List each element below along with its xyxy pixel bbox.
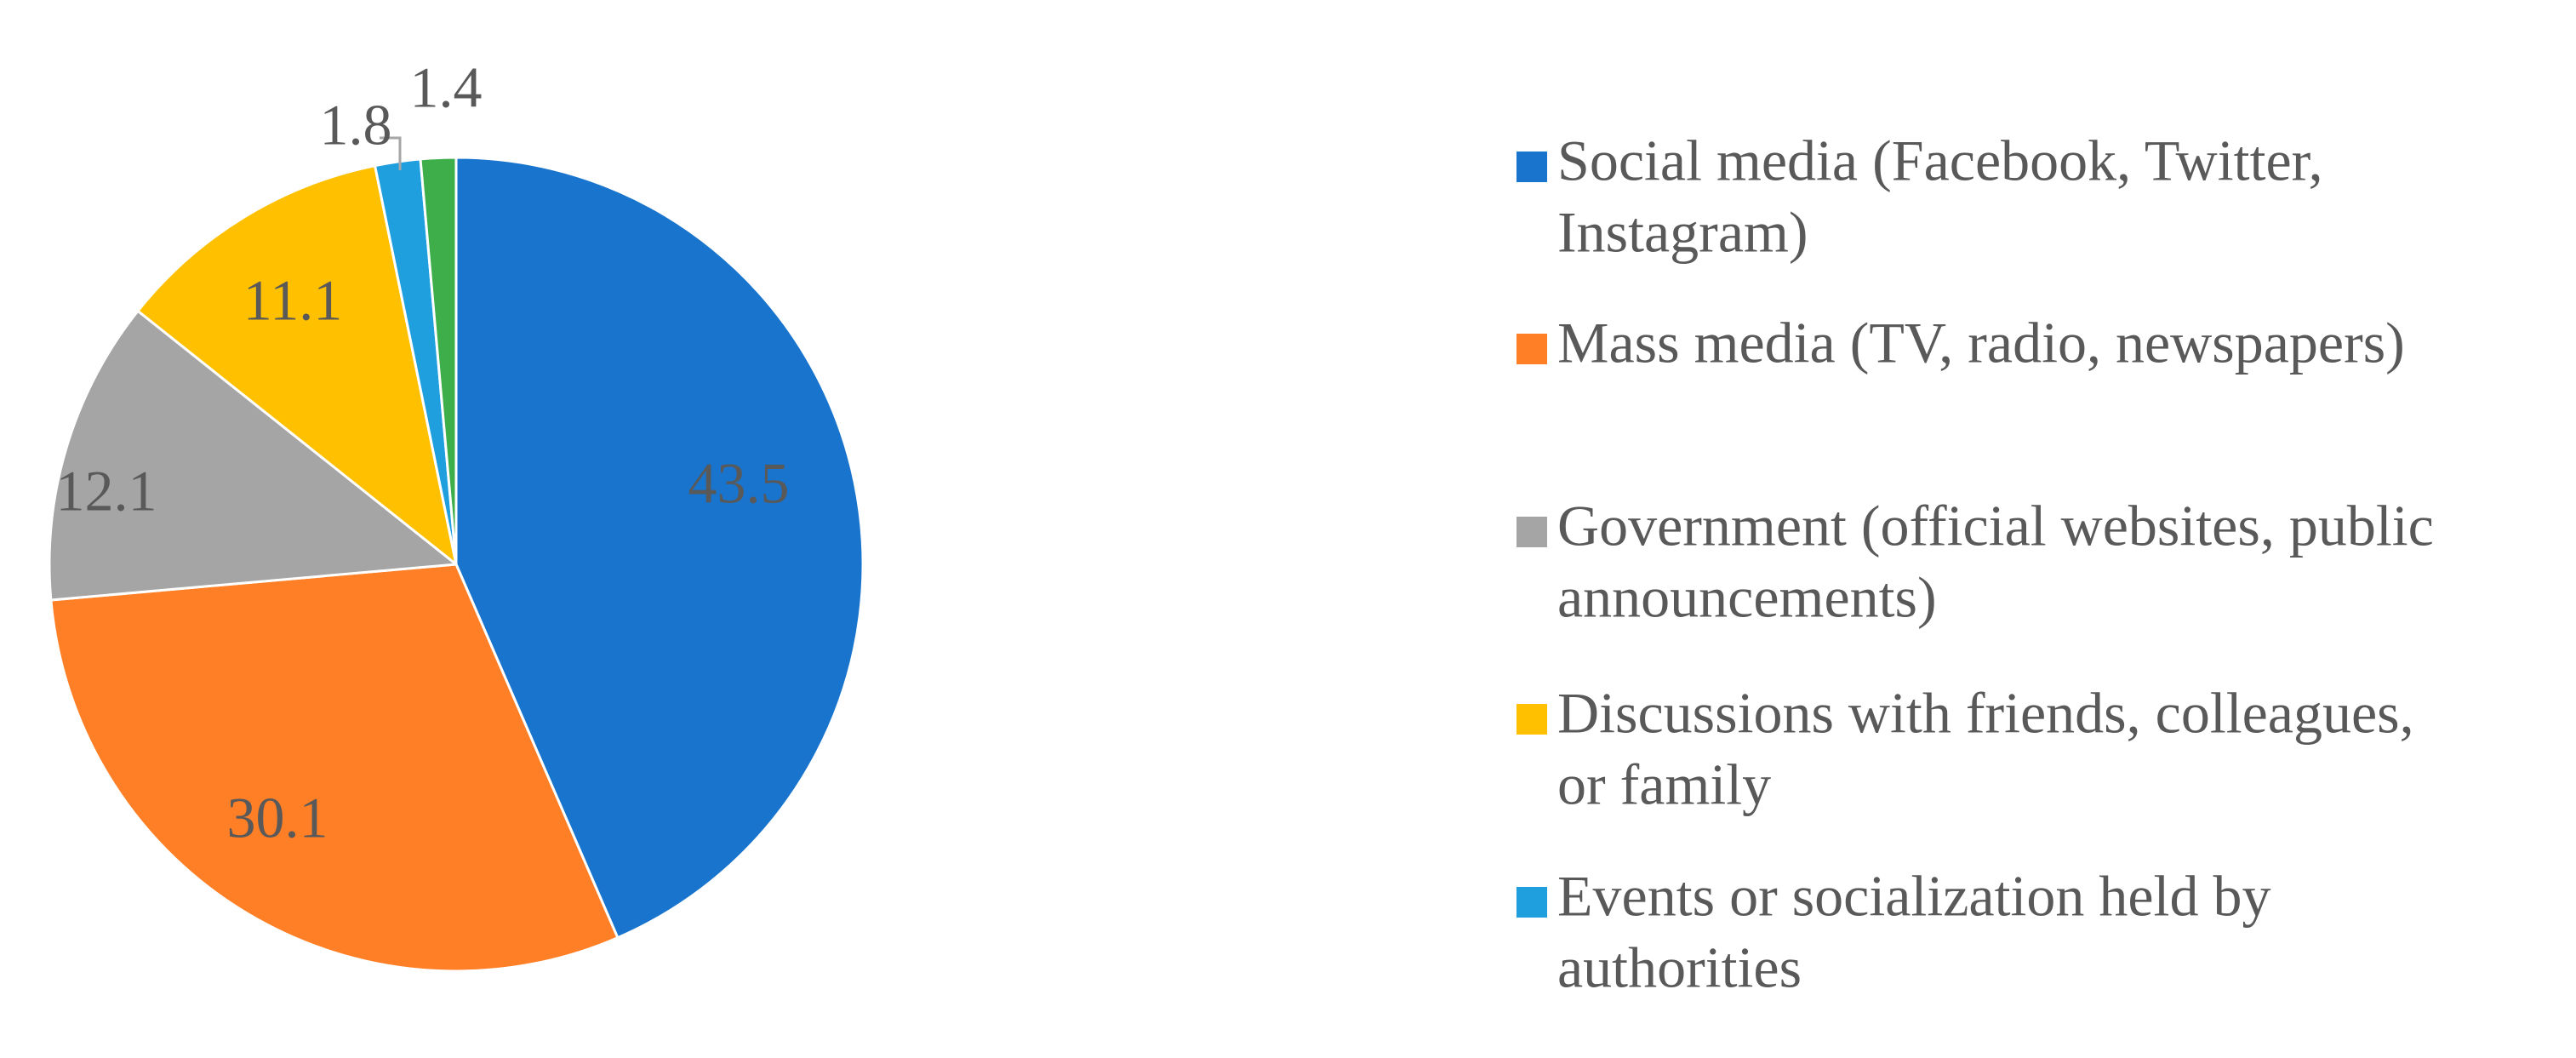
legend-swatch-2 (1516, 517, 1547, 547)
legend-label-3-line-1: or family (1557, 752, 1771, 817)
pie-slice-1 (49, 563, 620, 973)
legend-label-2-line-1: announcements) (1557, 565, 1937, 630)
legend-label-0-line-0: Social media (Facebook, Twitter, (1557, 129, 2323, 193)
legend-label-3-line-0: Discussions with friends, colleagues, (1557, 681, 2414, 746)
data-label-5: 1.4 (410, 55, 483, 120)
legend: Social media (Facebook, Twitter, Instagra… (1516, 129, 2434, 1000)
leader-line-0 (380, 136, 402, 170)
legend-label-0-line-1: Instagram) (1557, 200, 1808, 265)
pie-slices (48, 156, 865, 973)
pie-slice-2 (48, 309, 458, 602)
legend-item-2: Government (official websites, public ann… (1516, 494, 2434, 630)
leader-lines (380, 136, 402, 170)
data-label-2: 12.1 (56, 459, 157, 523)
data-label-0: 43.5 (688, 451, 790, 516)
legend-item-4: Events or socialization held byauthoriti… (1516, 864, 2270, 1000)
legend-swatch-4 (1516, 887, 1547, 918)
pie-slice-3 (136, 164, 458, 566)
legend-swatch-3 (1516, 704, 1547, 735)
legend-swatch-1 (1516, 334, 1547, 364)
legend-label-4-line-1: authorities (1557, 935, 1802, 1000)
data-label-3: 11.1 (243, 268, 342, 333)
legend-item-0: Social media (Facebook, Twitter, Instagra… (1516, 129, 2323, 265)
pie-slice-5 (419, 156, 458, 566)
legend-item-1: Mass media (TV, radio, newspapers) (1516, 311, 2405, 375)
pie-slice-0 (454, 156, 865, 940)
data-label-4: 1.8 (320, 93, 392, 157)
legend-swatch-0 (1516, 152, 1547, 182)
data-label-1: 30.1 (227, 786, 328, 850)
legend-label-2-line-0: Government (official websites, public (1557, 494, 2434, 558)
legend-label-4-line-0: Events or socialization held by (1557, 864, 2270, 929)
data-labels: 43.5 30.1 12.1 11.1 1.8 1.4 (56, 55, 790, 850)
legend-item-3: Discussions with friends, colleagues,or … (1516, 681, 2414, 817)
legend-label-1-line-0: Mass media (TV, radio, newspapers) (1557, 311, 2405, 375)
